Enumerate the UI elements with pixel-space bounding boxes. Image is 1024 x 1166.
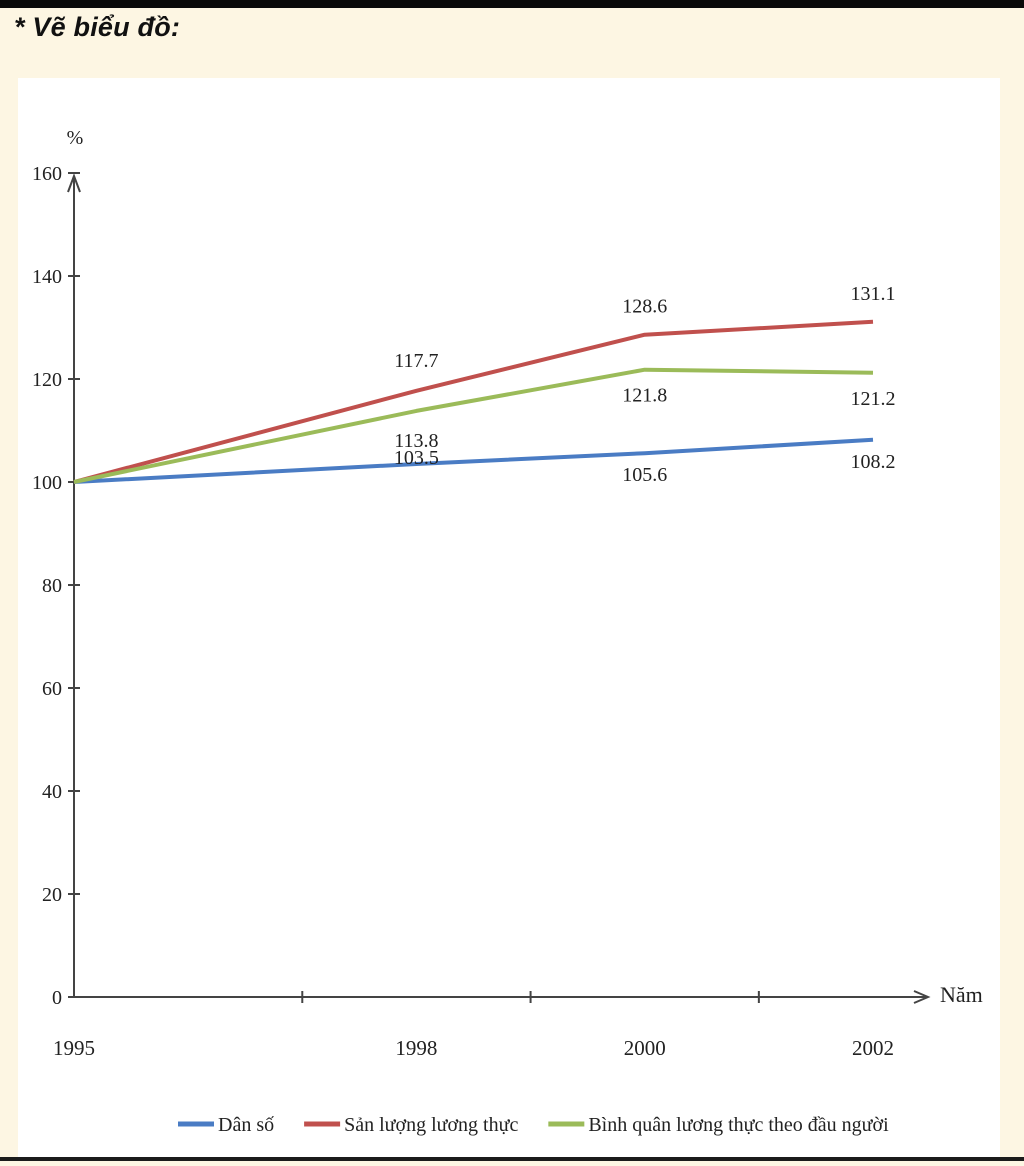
data-label: 103.5 xyxy=(394,447,439,469)
y-axis-label: % xyxy=(67,127,84,149)
y-tick-label: 120 xyxy=(32,369,62,391)
x-axis-label: Năm xyxy=(940,982,983,1007)
y-tick-label: 0 xyxy=(52,987,62,1009)
y-tick-label: 20 xyxy=(42,884,62,906)
legend: Dân số Sản lượng lương thực Bình quân lươn… xyxy=(178,1114,889,1136)
data-label: 117.7 xyxy=(394,350,438,372)
y-tick-label: 80 xyxy=(42,575,62,597)
series-line-sản-lượng-lương-thực xyxy=(73,319,874,484)
y-tick-label: 40 xyxy=(42,781,62,803)
data-labels: 103.5 105.6 108.2 117.7 128.6 131.1 113.8 121.8… xyxy=(394,283,896,486)
y-tick-label: 100 xyxy=(32,472,62,494)
data-label: 131.1 xyxy=(851,283,896,305)
data-label: 113.8 xyxy=(394,430,438,452)
y-tick-label: 140 xyxy=(32,266,62,288)
data-label: 121.8 xyxy=(622,385,667,407)
x-axis-arrow xyxy=(913,990,931,1004)
data-label: 105.6 xyxy=(622,464,667,486)
series-line-dân-số xyxy=(73,437,874,484)
bottom-border xyxy=(0,1157,1024,1161)
x-tick-label: 1995 xyxy=(53,1036,95,1060)
legend-label: Bình quân lương thực theo đầu người xyxy=(588,1114,889,1136)
section-heading: * Vẽ biểu đồ: xyxy=(14,12,181,42)
line-chart: % Năm 0 20 40 60 80 100 120 140 160 1995 1998 2000… xyxy=(32,127,983,1136)
x-axis-ticks: 1995 1998 2000 2002 xyxy=(53,991,894,1060)
legend-label: Dân số xyxy=(218,1114,274,1136)
series-line-bình-quân-lương-thực-theo-đầu-người xyxy=(73,367,874,484)
top-border xyxy=(0,0,1024,8)
x-tick-label: 2002 xyxy=(852,1036,894,1060)
data-label: 128.6 xyxy=(622,296,667,318)
series-lines xyxy=(73,319,874,484)
y-axis-arrow xyxy=(67,173,81,193)
data-label: 121.2 xyxy=(851,388,896,410)
data-label: 108.2 xyxy=(851,451,896,473)
y-axis-ticks: 0 20 40 60 80 100 120 140 160 xyxy=(32,163,80,1009)
x-tick-label: 2000 xyxy=(624,1036,666,1060)
legend-label: Sản lượng lương thực xyxy=(344,1114,518,1136)
y-tick-label: 160 xyxy=(32,163,62,185)
x-tick-label: 1998 xyxy=(395,1036,437,1060)
y-tick-label: 60 xyxy=(42,678,62,700)
chart-figure: % Năm 0 20 40 60 80 100 120 140 160 1995 1998 2000… xyxy=(18,78,1000,1161)
